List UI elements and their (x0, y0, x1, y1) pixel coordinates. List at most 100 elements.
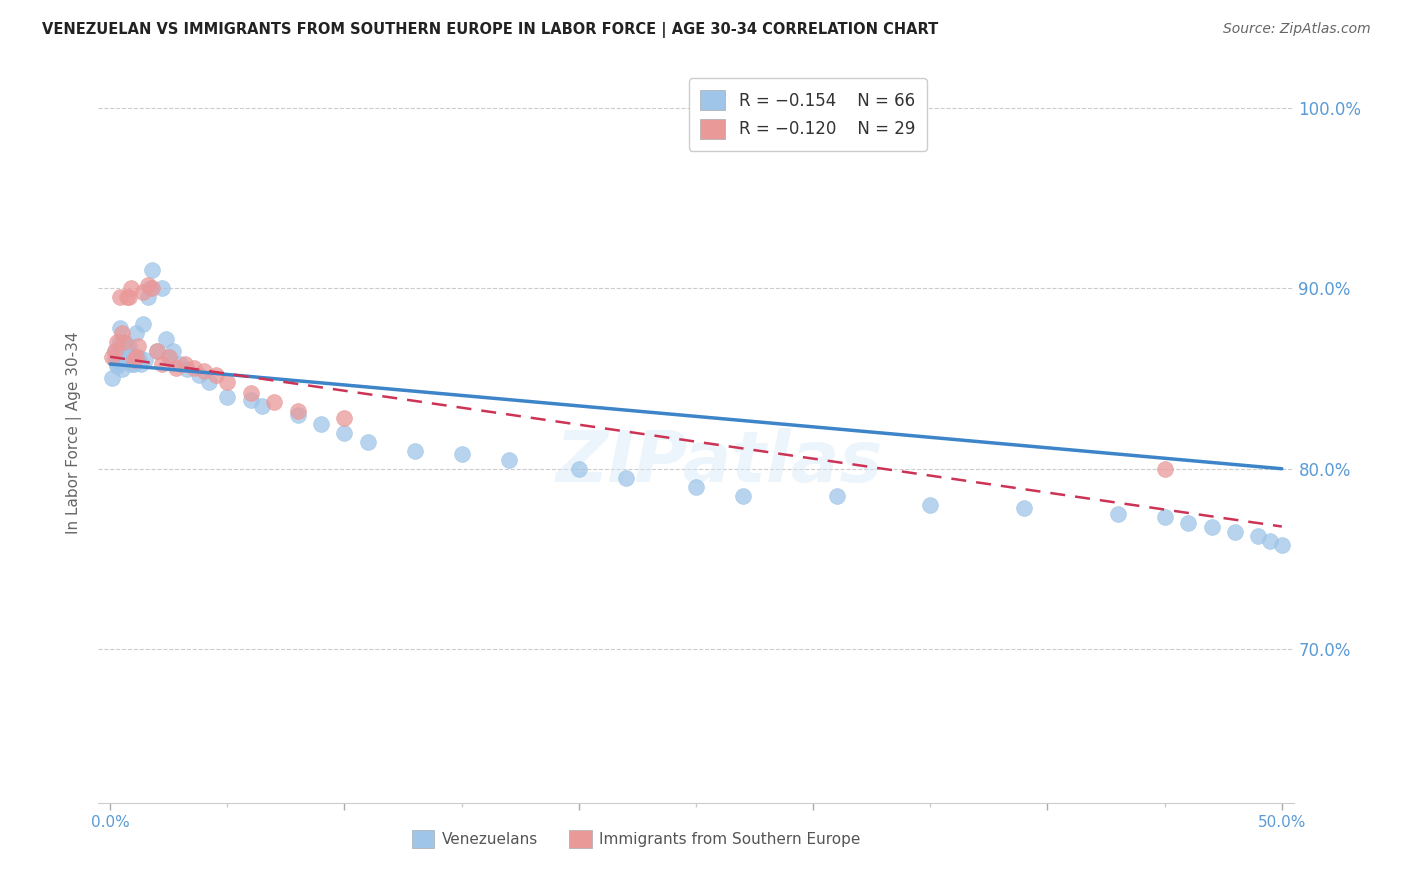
Point (127, 350, 149, 364)
Point (287, 408, 309, 422)
Point (101, 371, 124, 385)
Point (1153, 510, 1175, 524)
Point (112, 335, 135, 350)
Point (183, 360, 205, 375)
Point (333, 425, 356, 440)
Point (731, 489, 754, 503)
Point (120, 281, 142, 295)
Point (333, 411, 356, 425)
Point (568, 461, 591, 475)
Point (141, 263, 163, 277)
Point (169, 357, 191, 371)
Point (108, 321, 131, 335)
Point (132, 318, 155, 332)
Point (122, 353, 145, 368)
Point (162, 344, 184, 359)
Point (174, 357, 197, 371)
Point (105, 350, 128, 364)
Point (122, 357, 145, 371)
Point (104, 344, 127, 359)
Point (136, 277, 159, 292)
Point (165, 360, 187, 375)
Point (150, 281, 173, 295)
Point (614, 471, 637, 485)
Point (108, 350, 131, 364)
Point (252, 399, 274, 413)
Point (176, 362, 198, 376)
Point (127, 339, 149, 353)
Point (125, 350, 148, 364)
Point (112, 344, 135, 359)
Point (1223, 524, 1246, 539)
Point (141, 281, 163, 295)
Point (239, 385, 262, 400)
Point (357, 434, 380, 449)
Point (132, 285, 155, 299)
Point (157, 350, 180, 364)
Point (404, 443, 426, 458)
Point (118, 339, 141, 353)
Text: ZIPatlas: ZIPatlas (557, 428, 883, 497)
Point (108, 335, 131, 350)
Point (239, 393, 262, 408)
Point (1201, 519, 1223, 533)
Point (115, 344, 138, 359)
Point (197, 375, 219, 389)
Point (309, 417, 332, 431)
Point (120, 348, 142, 362)
Point (101, 350, 124, 364)
Point (104, 353, 127, 368)
Point (105, 359, 128, 373)
Point (450, 447, 472, 461)
Point (1258, 533, 1281, 548)
Y-axis label: In Labor Force | Age 30-34: In Labor Force | Age 30-34 (66, 331, 83, 534)
Point (1271, 538, 1294, 552)
Point (685, 480, 707, 494)
Point (118, 350, 141, 364)
Point (825, 489, 848, 503)
Point (136, 290, 159, 304)
Text: VENEZUELAN VS IMMIGRANTS FROM SOUTHERN EUROPE IN LABOR FORCE | AGE 30-34 CORRELA: VENEZUELAN VS IMMIGRANTS FROM SOUTHERN E… (42, 22, 938, 38)
Point (125, 326, 148, 341)
Point (112, 335, 135, 350)
Point (1177, 516, 1199, 530)
Point (111, 353, 134, 368)
Point (118, 290, 141, 304)
Point (1153, 461, 1175, 475)
Point (1012, 501, 1035, 516)
Point (188, 368, 211, 382)
Point (115, 350, 138, 364)
Point (108, 290, 131, 304)
Point (104, 344, 127, 359)
Point (157, 350, 180, 364)
Point (115, 290, 138, 304)
Point (111, 326, 134, 341)
Point (134, 353, 156, 368)
Point (111, 362, 134, 376)
Legend: Venezuelans, Immigrants from Southern Europe: Venezuelans, Immigrants from Southern Eu… (405, 823, 868, 855)
Point (155, 332, 177, 346)
Point (146, 344, 169, 359)
Point (129, 357, 152, 371)
Point (122, 353, 145, 368)
Point (105, 357, 128, 371)
Point (204, 368, 226, 382)
Point (193, 364, 215, 378)
Point (1247, 528, 1270, 542)
Point (146, 344, 169, 359)
Point (120, 357, 142, 371)
Point (217, 375, 239, 389)
Point (115, 339, 138, 353)
Point (1107, 507, 1129, 521)
Text: Source: ZipAtlas.com: Source: ZipAtlas.com (1223, 22, 1371, 37)
Point (287, 404, 309, 418)
Point (263, 395, 285, 409)
Point (105, 335, 128, 350)
Point (150, 357, 173, 371)
Point (112, 353, 135, 368)
Point (217, 390, 239, 404)
Point (139, 281, 162, 295)
Point (111, 348, 134, 362)
Point (920, 498, 942, 512)
Point (498, 452, 520, 467)
